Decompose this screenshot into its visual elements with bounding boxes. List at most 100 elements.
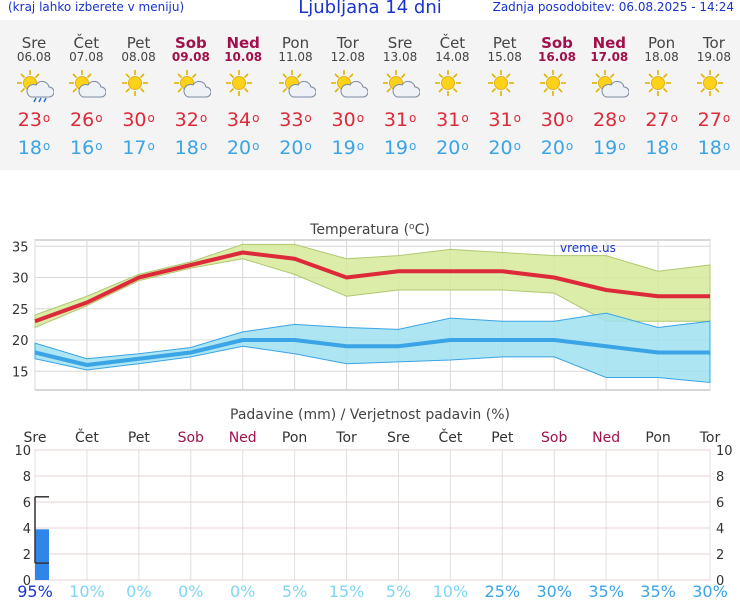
sun-cloud-icon (173, 70, 211, 98)
day-name: Sob (174, 34, 207, 52)
precipitation-probability-label: 0% (178, 582, 203, 600)
location-hint[interactable]: (kraj lahko izberete v meniju) (8, 0, 185, 14)
day-date: 11.08 (278, 50, 313, 64)
day-column: Tor 19.08 27o 18o (688, 20, 740, 159)
precipitation-category-label: Pon (282, 430, 307, 446)
precipitation-category-label: Čet (438, 428, 462, 446)
precipitation-probability-label: 10% (69, 582, 105, 600)
precipitation-tick-label-right: 6 (716, 496, 724, 511)
precipitation-probability-label: 30% (536, 582, 572, 600)
temp-max: 34o (226, 109, 260, 131)
sun-icon (644, 70, 671, 96)
precipitation-tick-label-left: 6 (23, 496, 31, 511)
day-column: Čet 07.08 26o 16o (60, 20, 112, 159)
temp-max: 31o (436, 109, 469, 131)
day-name: Čet (73, 34, 100, 52)
precipitation-probability-label: 25% (485, 582, 521, 600)
precipitation-tick-label-right: 0 (716, 574, 724, 589)
day-date: 09.08 (171, 50, 210, 64)
day-date: 15.08 (487, 50, 522, 64)
day-name: Sob (541, 34, 573, 52)
sun-icon (121, 70, 148, 96)
precipitation-tick-label-right: 2 (716, 548, 724, 563)
day-date: 17.08 (590, 50, 629, 64)
sun-icon (435, 70, 462, 96)
sun-cloud-rain-icon (17, 70, 54, 103)
day-column: Sre 06.08 23o 18o (8, 20, 60, 159)
temp-min: 18o (174, 137, 208, 159)
day-date: 07.08 (69, 50, 104, 64)
temp-max: 30o (331, 109, 365, 131)
day-column: Pet 15.08 31o 20o (479, 20, 531, 159)
sun-cloud-icon (592, 70, 630, 98)
day-date: 10.08 (224, 50, 263, 64)
precipitation-tick-label-left: 10 (14, 444, 31, 459)
temp-min: 17o (122, 137, 155, 159)
precipitation-probability-label: 0% (230, 582, 255, 600)
day-column: Sre 13.08 31o 19o (374, 20, 426, 159)
temp-max: 27o (645, 109, 678, 131)
precipitation-plot-area (34, 449, 711, 581)
precipitation-probability-label: 0% (126, 582, 151, 600)
precipitation-category-label: Sre (24, 430, 47, 446)
day-column: Sob 16.08 30o 20o (531, 20, 583, 159)
temperature-title: Temperatura (oC) (309, 222, 430, 238)
temperature-tick-label: 35 (12, 240, 29, 255)
day-name: Pet (126, 34, 151, 52)
precipitation-category-label: Čet (75, 428, 99, 446)
temp-max: 32o (174, 109, 208, 131)
temp-max: 28o (593, 109, 626, 131)
sun-icon (226, 70, 253, 96)
day-column: Ned 10.08 34o 20o (217, 20, 269, 159)
day-date: 18.08 (644, 50, 679, 64)
day-name: Pet (492, 34, 517, 52)
precipitation-tick-label-left: 8 (23, 470, 31, 485)
precipitation-probability-label: 5% (282, 582, 307, 600)
day-date: 12.08 (330, 50, 365, 64)
day-date: 13.08 (382, 50, 418, 64)
temp-min: 20o (279, 137, 312, 159)
day-date: 14.08 (435, 50, 470, 64)
header: (kraj lahko izberete v meniju) Ljubljana… (0, 0, 740, 20)
day-name: Sre (21, 34, 47, 52)
temp-max: 30o (122, 109, 155, 131)
precipitation-tick-label-right: 10 (716, 444, 733, 459)
temp-max: 33o (279, 109, 312, 131)
day-date: 16.08 (538, 50, 576, 64)
day-name: Tor (336, 34, 359, 52)
precipitation-probability-label: 5% (386, 582, 411, 600)
day-date: 08.08 (121, 50, 156, 64)
last-update: Zadnja posodobitev: 06.08.2025 - 14:24 (492, 0, 734, 14)
day-date: 19.08 (696, 50, 732, 64)
day-column: Tor 12.08 30o 19o (322, 20, 374, 159)
precipitation-probability-label: 95% (17, 582, 53, 600)
temp-min: 19o (383, 137, 417, 159)
precipitation-category-label: Ned (592, 430, 620, 446)
day-name: Pon (647, 34, 676, 52)
day-column: Pon 18.08 27o 18o (636, 20, 688, 159)
temp-min: 20o (226, 137, 260, 159)
watermark: vreme.us (560, 241, 616, 255)
precipitation-tick-label-left: 2 (23, 548, 31, 563)
precipitation-category-label: Sre (387, 430, 410, 446)
sun-cloud-icon (69, 70, 107, 98)
temp-max: 27o (697, 109, 731, 131)
precipitation-probability-label: 10% (433, 582, 469, 600)
temperature-tick-label: 20 (12, 334, 29, 349)
temp-min: 18o (697, 137, 731, 159)
day-name: Čet (439, 34, 466, 52)
sun-cloud-icon (383, 70, 421, 98)
precipitation-probability-label: 35% (588, 582, 624, 600)
temperature-line (34, 250, 710, 324)
temp-min: 18o (17, 137, 51, 159)
day-column: Ned 17.08 28o 19o (583, 20, 635, 159)
sun-icon (540, 70, 566, 96)
precipitation-tick-label-left: 0 (23, 574, 31, 589)
temp-max: 30o (540, 109, 574, 131)
day-date: 06.08 (16, 50, 52, 64)
page-title: Ljubljana 14 dni (298, 0, 442, 18)
precipitation-title: Padavine (mm) / Verjetnost padavin (%) (230, 407, 510, 423)
temp-min: 19o (331, 137, 365, 159)
temp-max: 26o (70, 109, 103, 131)
temperature-tick-label: 25 (12, 303, 29, 318)
